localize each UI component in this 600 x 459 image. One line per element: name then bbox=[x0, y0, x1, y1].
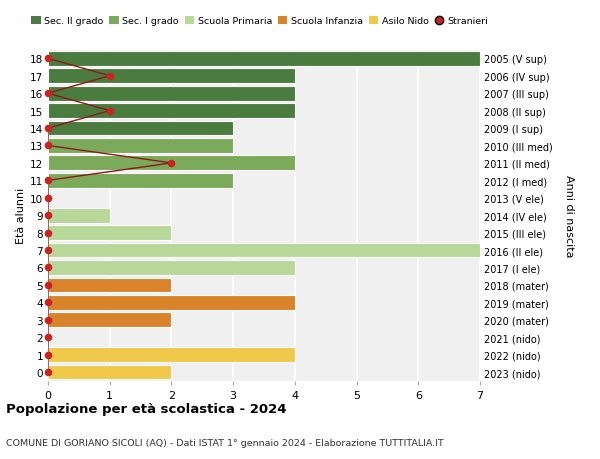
Point bbox=[43, 299, 53, 306]
Bar bbox=[48, 121, 233, 136]
Y-axis label: Anni di nascita: Anni di nascita bbox=[564, 174, 574, 257]
Point bbox=[105, 73, 115, 80]
Text: COMUNE DI GORIANO SICOLI (AQ) - Dati ISTAT 1° gennaio 2024 - Elaborazione TUTTIT: COMUNE DI GORIANO SICOLI (AQ) - Dati IST… bbox=[6, 438, 444, 448]
Bar bbox=[48, 347, 295, 362]
Point bbox=[43, 212, 53, 219]
Point bbox=[43, 369, 53, 376]
Point bbox=[105, 108, 115, 115]
Bar bbox=[48, 313, 172, 327]
Bar bbox=[48, 156, 295, 171]
Point bbox=[43, 56, 53, 63]
Bar bbox=[48, 87, 295, 101]
Point bbox=[43, 351, 53, 358]
Bar bbox=[48, 52, 480, 67]
Bar bbox=[48, 295, 295, 310]
Point bbox=[43, 316, 53, 324]
Point bbox=[43, 125, 53, 133]
Bar bbox=[48, 104, 295, 119]
Legend: Sec. II grado, Sec. I grado, Scuola Primaria, Scuola Infanzia, Asilo Nido, Stran: Sec. II grado, Sec. I grado, Scuola Prim… bbox=[31, 17, 488, 26]
Bar bbox=[48, 365, 172, 380]
Bar bbox=[48, 261, 295, 275]
Point bbox=[43, 334, 53, 341]
Point bbox=[43, 247, 53, 254]
Point bbox=[43, 230, 53, 237]
Text: Popolazione per età scolastica - 2024: Popolazione per età scolastica - 2024 bbox=[6, 403, 287, 415]
Bar bbox=[48, 278, 172, 293]
Point bbox=[43, 264, 53, 272]
Bar bbox=[48, 174, 233, 188]
Point bbox=[43, 177, 53, 185]
Point bbox=[43, 90, 53, 98]
Bar bbox=[48, 208, 110, 223]
Point bbox=[43, 282, 53, 289]
Bar bbox=[48, 226, 172, 241]
Y-axis label: Età alunni: Età alunni bbox=[16, 188, 26, 244]
Bar bbox=[48, 139, 233, 154]
Point bbox=[167, 160, 176, 167]
Bar bbox=[48, 69, 295, 84]
Bar bbox=[48, 243, 480, 258]
Point bbox=[43, 195, 53, 202]
Point bbox=[43, 142, 53, 150]
